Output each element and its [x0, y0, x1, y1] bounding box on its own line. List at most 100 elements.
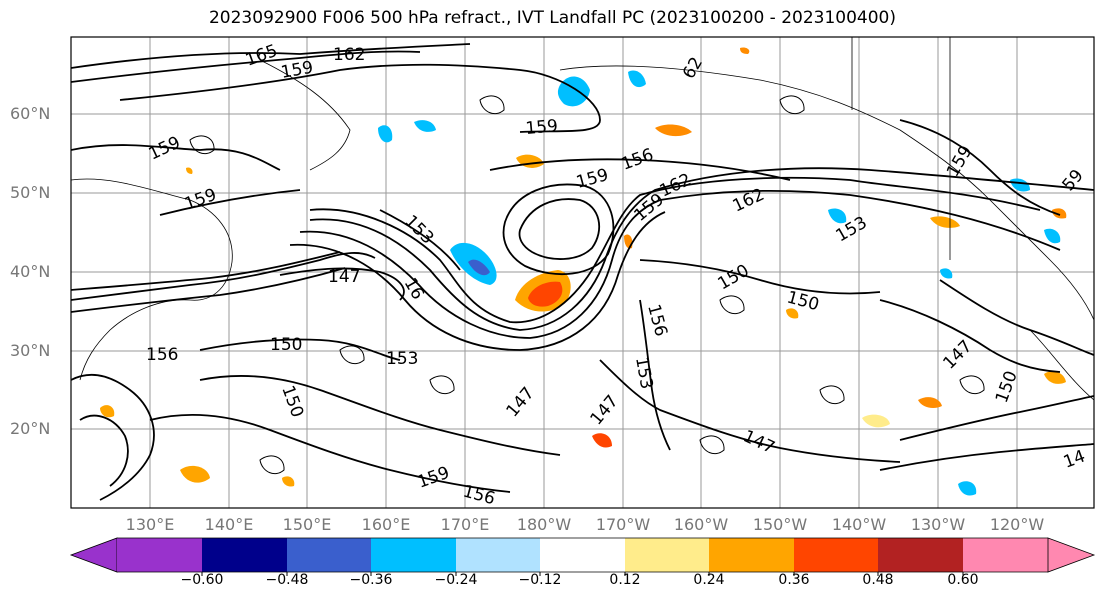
thin-10	[429, 375, 455, 395]
contour-south-6	[879, 443, 1094, 471]
shade-negative-north2	[628, 70, 646, 88]
contour-147-east	[879, 299, 1061, 373]
colorbar-segment	[371, 538, 456, 572]
colorbar-extend-high	[1047, 537, 1096, 573]
contour-153	[379, 209, 461, 271]
thin-3	[339, 345, 365, 365]
contour-ridge-1	[309, 176, 1041, 324]
contour-trough-3	[71, 251, 341, 291]
colorbar-tick-label: 0.48	[862, 572, 894, 588]
thin-2	[719, 295, 745, 315]
coast-mexico	[1029, 329, 1094, 401]
shade-positive-20	[282, 476, 295, 487]
contour-156	[489, 158, 791, 181]
colorbar	[69, 537, 1096, 576]
shade-positive-18	[186, 167, 193, 174]
lon-label: 180°W	[516, 515, 572, 534]
colorbar-tick-label: 0.12	[609, 572, 641, 588]
shade-negative-6	[828, 208, 847, 224]
lat-label: 60°N	[10, 104, 51, 123]
map-title: 2023092900 F006 500 hPa refract., IVT La…	[208, 8, 896, 28]
contour-label: 162	[333, 45, 365, 65]
contour-150-east	[639, 259, 881, 295]
shade-negative-4	[378, 125, 393, 143]
coast-kamchatka	[259, 59, 351, 171]
contour-165	[71, 43, 471, 69]
contour-east-1	[899, 119, 1061, 216]
lon-label: 130°W	[910, 515, 966, 534]
shade-positive-14	[786, 308, 799, 319]
contour-159-b	[159, 189, 301, 216]
contour-east-2	[939, 279, 1094, 356]
map-border	[70, 36, 1095, 509]
colorbar-tick-label: 0.36	[778, 572, 810, 588]
contour-147	[279, 267, 405, 301]
shade-negative-3	[414, 120, 436, 132]
lat-label: 30°N	[10, 341, 51, 360]
contour-south-5	[899, 395, 1094, 441]
shade-negative-10	[958, 481, 977, 496]
contour-west-swirl	[71, 373, 155, 501]
contour-ridge-3	[299, 189, 1061, 339]
thin-1	[189, 135, 215, 155]
lon-label: 160°E	[361, 515, 411, 534]
thin-9	[479, 95, 505, 115]
shade-positive-7	[1044, 371, 1066, 384]
lon-label: 130°E	[125, 515, 175, 534]
colorbar-tick-label: −0.12	[518, 572, 562, 588]
contour-159-a	[71, 144, 281, 171]
contour-label: 153	[386, 349, 418, 369]
thin-7	[699, 435, 725, 455]
coast-alaska	[559, 65, 1094, 321]
contour-label: 156	[146, 345, 178, 365]
lat-label: 40°N	[10, 262, 51, 281]
coastlines	[71, 37, 1094, 401]
gridlines	[71, 37, 1094, 508]
shade-positive-21	[100, 405, 115, 418]
contour-south-4	[639, 299, 671, 451]
contour-label: 147	[328, 267, 360, 287]
lon-label: 150°W	[752, 515, 808, 534]
contour-162	[71, 50, 421, 83]
colorbar-segment	[540, 538, 625, 572]
refractivity-contours	[71, 43, 1094, 501]
contour-cutoff	[518, 198, 601, 260]
contour-trough-2	[71, 267, 346, 313]
thin-5	[959, 375, 985, 395]
contour-150-west	[199, 338, 401, 361]
contour-cutoff-2	[502, 183, 615, 276]
shade-positive-8	[918, 397, 942, 408]
lon-label: 170°E	[440, 515, 490, 534]
lat-label: 20°N	[10, 419, 51, 438]
colorbar-segment	[794, 538, 878, 572]
colorbar-tick-label: 0.60	[947, 572, 979, 588]
colorbar-segment	[625, 538, 709, 572]
colorbar-tick-label: −0.48	[265, 572, 309, 588]
colorbar-segment	[202, 538, 287, 572]
colorbar-segment	[456, 538, 540, 572]
colorbar-tick-label: −0.36	[349, 572, 393, 588]
shade-positive-16	[1052, 208, 1067, 219]
lon-label: 170°W	[595, 515, 651, 534]
thin-6	[259, 455, 285, 475]
contour-west-swirl-2	[79, 414, 129, 487]
contour-south-2	[149, 413, 511, 493]
shade-negative-15	[1044, 228, 1061, 244]
contour-south-1	[199, 375, 561, 456]
lon-label: 150°E	[282, 515, 332, 534]
shade-negative-central-core	[468, 259, 490, 276]
colorbar-tick-label: 0.24	[693, 572, 725, 588]
contour-trough-1	[71, 252, 376, 301]
shade-negative-19	[940, 268, 953, 279]
lat-label: 50°N	[10, 183, 51, 202]
colorbar-tick-label: −0.60	[180, 572, 224, 588]
colorbar-segment	[878, 538, 963, 572]
shade-positive-17	[740, 47, 750, 54]
lon-label: 160°W	[673, 515, 729, 534]
colorbar-extend-low	[69, 537, 118, 573]
colorbar-segment	[287, 538, 371, 572]
colorbar-segment	[963, 538, 1048, 572]
shade-positive-12	[592, 433, 612, 448]
colorbar-ticks	[201, 572, 964, 576]
thin-contours	[189, 95, 985, 475]
